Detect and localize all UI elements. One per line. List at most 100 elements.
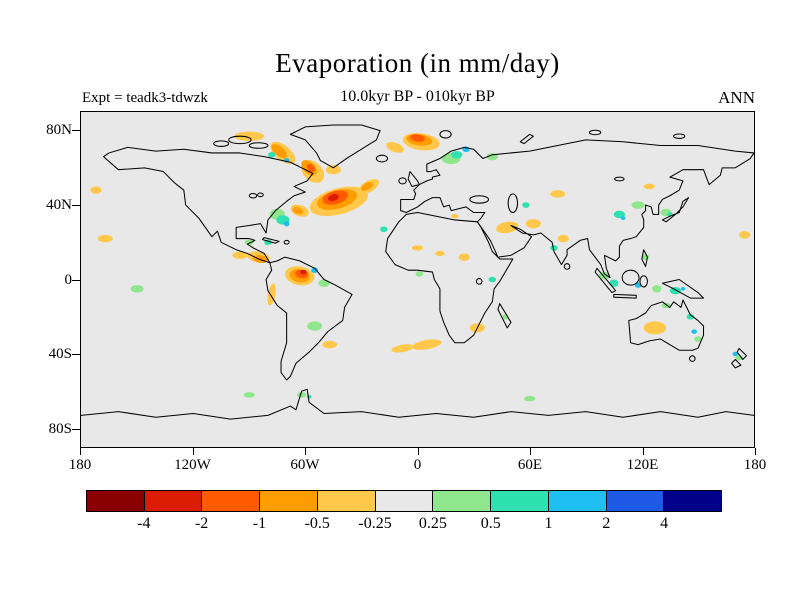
lat-tick-mark	[72, 279, 80, 281]
coast-cuba	[261, 237, 280, 244]
novaya-zemlya	[519, 133, 534, 145]
colorbar-cell	[317, 491, 376, 511]
lon-tick-label: 0	[413, 457, 422, 473]
anomaly-blob	[130, 285, 144, 293]
anomaly-blob	[525, 219, 541, 229]
anomaly-blob	[306, 394, 312, 399]
lon-tick-label: 120E	[626, 457, 659, 473]
anomaly-blob	[361, 182, 373, 191]
coast-ireland	[398, 177, 407, 185]
anomaly-layer	[90, 131, 751, 402]
coast-britain	[407, 171, 420, 187]
anomaly-blob	[550, 190, 566, 198]
anomaly-blob	[694, 336, 702, 342]
anomaly-blob	[522, 202, 530, 208]
colorbar-tick-label: -2	[194, 515, 209, 532]
coast-sri-lanka	[563, 263, 571, 270]
anomaly-blob	[496, 221, 519, 234]
anomaly-blob	[380, 226, 388, 233]
anomaly-blob	[458, 253, 470, 261]
coast-java	[613, 293, 637, 299]
anomaly-blob	[451, 213, 459, 219]
anomaly-blob	[97, 234, 113, 243]
colorbar-tick-label: 4	[660, 515, 669, 532]
anomaly-blob	[306, 163, 316, 172]
anomaly-blob	[643, 183, 655, 190]
arctic-island-3	[213, 140, 230, 147]
anomaly-blob	[90, 186, 102, 194]
map-frame	[80, 111, 755, 448]
colorbar-tick-label: 0.5	[480, 515, 501, 532]
new-siberian-islands	[673, 133, 686, 139]
lake-huron	[257, 192, 264, 198]
lon-tick-mark	[305, 448, 306, 455]
anomaly-blob	[271, 144, 287, 159]
lon-tick-mark	[755, 448, 756, 455]
colorbar-tick-label: -0.25	[358, 515, 392, 532]
lon-tick-label: 180	[68, 457, 92, 473]
anomaly-blob	[691, 329, 697, 334]
anomaly-blob	[557, 234, 569, 243]
lon-tick-label: 120W	[174, 457, 211, 473]
coast-south-america	[265, 256, 353, 381]
colorbar-tick-label: -0.5	[304, 515, 330, 532]
map-canvas	[81, 124, 754, 420]
coast-hispaniola	[283, 239, 290, 245]
coast-greenland	[289, 124, 381, 169]
anomaly-blob	[451, 151, 463, 159]
anomaly-blob	[613, 210, 626, 219]
lake-baikal	[614, 176, 625, 182]
anomaly-blob	[244, 239, 254, 246]
lon-tick-mark	[417, 448, 419, 455]
anomaly-blob	[232, 251, 248, 260]
colorbar-cell	[664, 491, 722, 511]
coast-antarctica	[81, 388, 754, 420]
lat-tick-mark	[72, 129, 80, 131]
plot-subtitle: 10.0kyr BP - 010kyr BP	[340, 88, 495, 105]
anomaly-blob	[296, 392, 307, 398]
lat-tick-mark	[72, 354, 80, 356]
lon-tick-mark	[642, 448, 644, 455]
anomaly-blob	[300, 269, 307, 275]
anomaly-blob	[322, 340, 338, 349]
lat-tick-label: 40S	[48, 346, 72, 363]
lat-tick-label: 80S	[48, 421, 72, 438]
colorbar-tick-label: 0.25	[418, 515, 447, 532]
lake-victoria	[475, 278, 483, 285]
anomaly-blob	[620, 216, 626, 220]
coast-sulawesi	[639, 275, 648, 288]
lon-tick-label: 60E	[517, 457, 543, 473]
anomaly-blob	[267, 152, 276, 158]
arctic-island-2	[248, 142, 269, 149]
coastlines	[81, 124, 754, 420]
lon-tick-label: 180	[743, 457, 767, 473]
lon-tick-label: 60W	[290, 457, 320, 473]
anomaly-blob	[415, 271, 424, 277]
coast-philippines	[641, 249, 648, 267]
colorbar-tick-label: -4	[137, 515, 151, 532]
lat-tick-label: 40N	[46, 196, 72, 213]
coast-madagascar	[497, 303, 512, 329]
coast-australia	[628, 299, 705, 351]
coast-new-zealand-north	[736, 347, 748, 361]
anomaly-blob	[327, 194, 339, 202]
season-label: ANN	[718, 88, 755, 107]
coast-eurasia	[400, 139, 754, 279]
anomaly-blob	[307, 321, 323, 331]
anomaly-blob	[609, 279, 619, 287]
colorbar-cell	[606, 491, 665, 511]
coast-new-zealand-south	[731, 359, 742, 369]
anomaly-blob	[325, 165, 341, 175]
colorbar-cell	[87, 491, 145, 511]
anomaly-blob	[234, 131, 265, 141]
anomaly-blob	[524, 395, 536, 402]
anomaly-blob	[631, 201, 645, 209]
anomaly-blob	[411, 245, 424, 251]
anomaly-blob	[283, 220, 290, 227]
anomaly-blob	[311, 267, 319, 273]
anomaly-blob	[412, 339, 442, 350]
severnaya-zemlya	[588, 129, 602, 136]
anomaly-blob	[410, 134, 425, 142]
lon-tick-mark	[80, 448, 81, 455]
lat-tick-mark	[72, 429, 80, 431]
